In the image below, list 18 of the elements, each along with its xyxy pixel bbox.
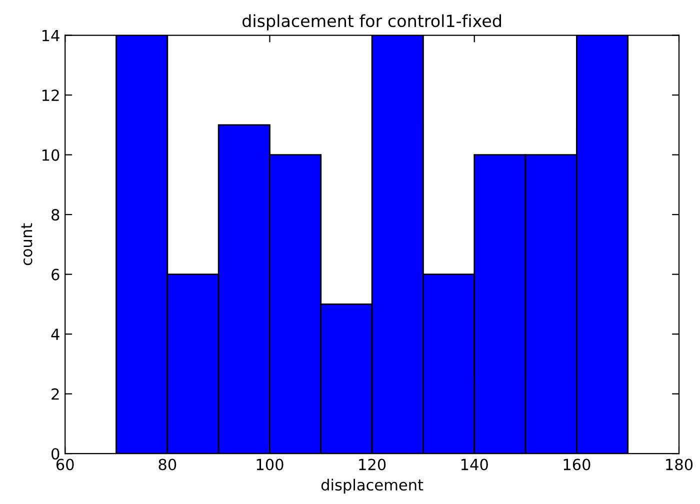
y-tick-label: 4: [51, 328, 60, 340]
y-tick-label: 10: [42, 149, 60, 161]
x-tick-label: 160: [564, 458, 590, 470]
x-tick-label: 80: [158, 458, 176, 470]
x-tick-label: 180: [666, 458, 693, 470]
y-tick-label: 6: [52, 268, 60, 280]
y-tick-label: 2: [52, 388, 59, 400]
x-tick-label: 100: [256, 458, 284, 470]
y-axis-title: count: [21, 223, 32, 266]
x-tick-label: 120: [359, 458, 386, 470]
x-tick-label: 60: [56, 458, 74, 470]
x-tick-label: 140: [461, 458, 488, 470]
y-tick-label: 8: [52, 209, 60, 221]
x-axis-title: displacement: [321, 478, 424, 494]
y-tick-label: 14: [42, 30, 60, 42]
y-tick-label: 12: [42, 90, 59, 101]
chart-title: displacement for control1-fixed: [242, 14, 501, 30]
y-tick-label: 0: [52, 448, 60, 460]
